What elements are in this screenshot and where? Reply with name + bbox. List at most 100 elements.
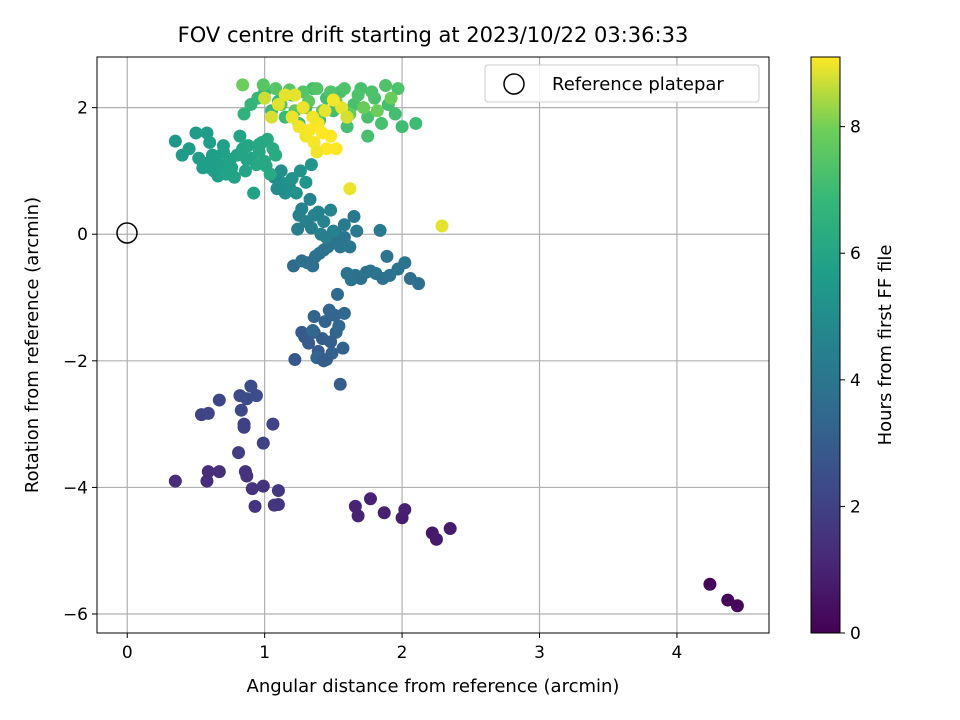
data-point xyxy=(333,377,347,391)
data-point xyxy=(363,492,377,506)
data-point xyxy=(265,110,279,124)
colorbar-tick-label: 6 xyxy=(850,244,861,264)
colorbar-tick-label: 0 xyxy=(850,624,861,644)
y-axis-ticks: 2 0 −2 −4 −6 xyxy=(63,99,97,625)
legend-box xyxy=(484,64,760,103)
y-tick-label: −6 xyxy=(63,605,88,625)
data-point xyxy=(203,161,217,175)
legend: Reference platepar xyxy=(484,64,760,103)
data-point xyxy=(361,129,375,143)
data-point xyxy=(380,249,394,263)
data-point xyxy=(256,436,270,450)
data-point xyxy=(318,104,332,118)
data-point xyxy=(395,120,409,134)
data-point xyxy=(256,479,270,493)
data-point xyxy=(223,153,237,167)
data-point xyxy=(238,164,252,178)
data-point xyxy=(412,277,426,291)
data-point xyxy=(285,110,299,124)
data-point xyxy=(236,78,250,92)
data-point xyxy=(269,82,283,96)
data-point xyxy=(307,310,321,324)
data-point xyxy=(343,182,357,196)
data-point xyxy=(340,110,354,124)
x-tick-label: 1 xyxy=(259,643,270,663)
data-point xyxy=(337,306,351,320)
data-point xyxy=(351,509,365,523)
data-point xyxy=(388,107,402,121)
data-point xyxy=(332,319,346,333)
data-point xyxy=(325,346,339,360)
colorbar: 0 2 4 6 8 Hours from first FF file xyxy=(810,56,896,644)
x-tick-label: 2 xyxy=(397,643,408,663)
data-point xyxy=(324,203,338,217)
data-point xyxy=(435,219,449,233)
data-point xyxy=(182,142,196,156)
data-point xyxy=(259,159,273,173)
legend-label: Reference platepar xyxy=(552,74,724,95)
x-tick-label: 3 xyxy=(534,643,545,663)
data-point xyxy=(291,222,305,236)
data-point xyxy=(168,474,182,488)
data-point xyxy=(329,142,343,156)
data-point xyxy=(271,498,285,512)
data-point xyxy=(212,465,226,479)
data-point xyxy=(278,88,292,102)
data-points xyxy=(168,78,744,613)
data-point xyxy=(703,577,717,591)
data-point xyxy=(247,186,261,200)
data-point xyxy=(306,110,320,124)
data-point xyxy=(271,97,285,111)
data-point xyxy=(304,221,318,235)
data-point xyxy=(343,240,357,254)
data-point xyxy=(337,82,351,96)
colorbar-label: Hours from first FF file xyxy=(875,245,896,446)
data-point xyxy=(270,182,284,196)
data-point xyxy=(310,145,324,159)
x-tick-label: 4 xyxy=(672,643,683,663)
data-point xyxy=(302,336,316,350)
data-point xyxy=(398,503,412,517)
data-point xyxy=(216,139,230,153)
data-point xyxy=(293,164,307,178)
data-point xyxy=(391,82,405,96)
data-point xyxy=(351,88,365,102)
data-point xyxy=(249,389,263,403)
data-point xyxy=(269,148,283,162)
data-point xyxy=(240,153,254,167)
data-point xyxy=(347,210,361,224)
data-point xyxy=(274,164,288,178)
colorbar-gradient xyxy=(810,56,841,634)
data-point xyxy=(241,139,255,153)
data-point xyxy=(328,308,342,322)
data-point xyxy=(373,223,387,237)
data-point xyxy=(168,134,182,148)
x-axis-label: Angular distance from reference (arcmin) xyxy=(247,676,620,697)
data-point xyxy=(317,215,331,229)
data-point xyxy=(289,186,303,200)
data-point xyxy=(336,341,350,355)
data-point xyxy=(227,170,241,184)
colorbar-ticks: 0 2 4 6 8 xyxy=(840,118,861,644)
data-point xyxy=(252,137,266,151)
data-point xyxy=(721,593,735,607)
data-point xyxy=(201,406,215,420)
data-point xyxy=(330,287,344,301)
data-point xyxy=(357,101,371,115)
data-point xyxy=(324,129,338,143)
colorbar-tick-label: 8 xyxy=(850,118,861,138)
data-point xyxy=(296,101,310,115)
plot-frame xyxy=(96,56,770,634)
data-point xyxy=(340,120,354,134)
x-axis-ticks: 0 1 2 3 4 xyxy=(122,633,683,663)
data-point xyxy=(398,256,412,270)
data-point xyxy=(256,78,270,92)
data-point xyxy=(200,126,214,140)
data-point xyxy=(384,91,398,105)
data-point xyxy=(374,116,388,130)
data-point xyxy=(317,354,331,368)
data-point xyxy=(244,379,258,393)
data-point xyxy=(379,78,393,92)
data-point xyxy=(306,323,320,337)
